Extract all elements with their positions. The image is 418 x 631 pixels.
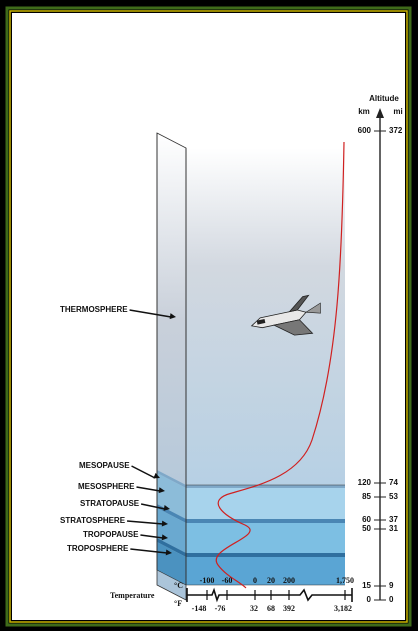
km-label: 85	[362, 492, 371, 501]
celsius-label: -100	[200, 576, 215, 585]
fahrenheit-label: -76	[215, 604, 226, 613]
celsius-label: -60	[222, 576, 233, 585]
mi-label: 0	[389, 595, 394, 604]
label-arrow	[140, 503, 166, 510]
fahrenheit-label: 392	[283, 604, 295, 613]
layer-label: MESOSPHERE	[78, 482, 135, 491]
altitude-axis: Altitude km mi 6001208560501503727453373…	[358, 94, 403, 604]
arrow-head	[169, 313, 176, 320]
label-arrow	[130, 548, 168, 554]
km-label: 120	[358, 478, 372, 487]
mi-unit: mi	[393, 107, 402, 116]
arrow-head	[165, 549, 172, 556]
label-arrow	[129, 309, 172, 318]
label-arrow	[136, 486, 161, 492]
frame-inner	[9, 10, 408, 623]
mi-label: 37	[389, 515, 398, 524]
frame-border	[5, 6, 412, 627]
layer-label: STRATOPAUSE	[80, 499, 140, 508]
axis-title: Altitude	[369, 94, 399, 103]
stratopause-band	[157, 504, 345, 523]
axis-arrow	[376, 108, 384, 118]
mi-label: 53	[389, 492, 398, 501]
tropopause-band	[157, 538, 345, 557]
layer-edge	[156, 569, 187, 586]
arrow-head	[158, 487, 165, 494]
km-label: 50	[362, 524, 371, 533]
layer-label: TROPOSPHERE	[67, 544, 129, 553]
fahrenheit-label: -148	[192, 604, 207, 613]
layer-label: STRATOSPHERE	[60, 516, 126, 525]
stratosphere-face	[186, 523, 345, 553]
layer-label: MESOPAUSE	[79, 461, 130, 470]
label-arrow	[126, 520, 164, 525]
mi-label: 31	[389, 524, 398, 533]
celsius-label: 200	[283, 576, 295, 585]
temperature-curve	[215, 141, 345, 589]
temperature-title: Temperature	[110, 591, 155, 600]
arrow-head	[161, 534, 168, 541]
troposphere-face	[186, 557, 345, 585]
fahrenheit-label: 32	[250, 604, 258, 613]
layer-label: THERMOSPHERE	[60, 305, 128, 314]
fahrenheit-unit: °F	[174, 599, 182, 608]
celsius-label: 20	[267, 576, 275, 585]
celsius-unit: °C	[174, 581, 183, 590]
km-label: 60	[362, 515, 371, 524]
temperature-scale: Temperature °C °F -100 -60 0 20 200 1,750 -148…	[110, 576, 354, 613]
mesosphere-face	[186, 488, 345, 519]
km-label: 0	[367, 595, 372, 604]
arrow-head	[161, 520, 168, 527]
celsius-label: 0	[253, 576, 257, 585]
temperature-line	[187, 587, 352, 603]
mesopause-band	[157, 470, 345, 488]
arrow-head	[163, 505, 170, 511]
label-arrow	[140, 534, 164, 539]
label-arrow	[131, 465, 156, 479]
space-shuttle	[250, 294, 321, 336]
column	[156, 132, 345, 601]
celsius-label: 1,750	[336, 576, 354, 585]
arrow-head	[153, 472, 160, 479]
mi-label: 372	[389, 126, 403, 135]
fahrenheit-label: 3,182	[334, 604, 352, 613]
layer-label: TROPOPAUSE	[83, 530, 139, 539]
km-unit: km	[358, 107, 370, 116]
fahrenheit-label: 68	[267, 604, 275, 613]
km-label: 15	[362, 581, 371, 590]
km-label: 600	[358, 126, 372, 135]
mi-label: 74	[389, 478, 398, 487]
mi-label: 9	[389, 581, 394, 590]
